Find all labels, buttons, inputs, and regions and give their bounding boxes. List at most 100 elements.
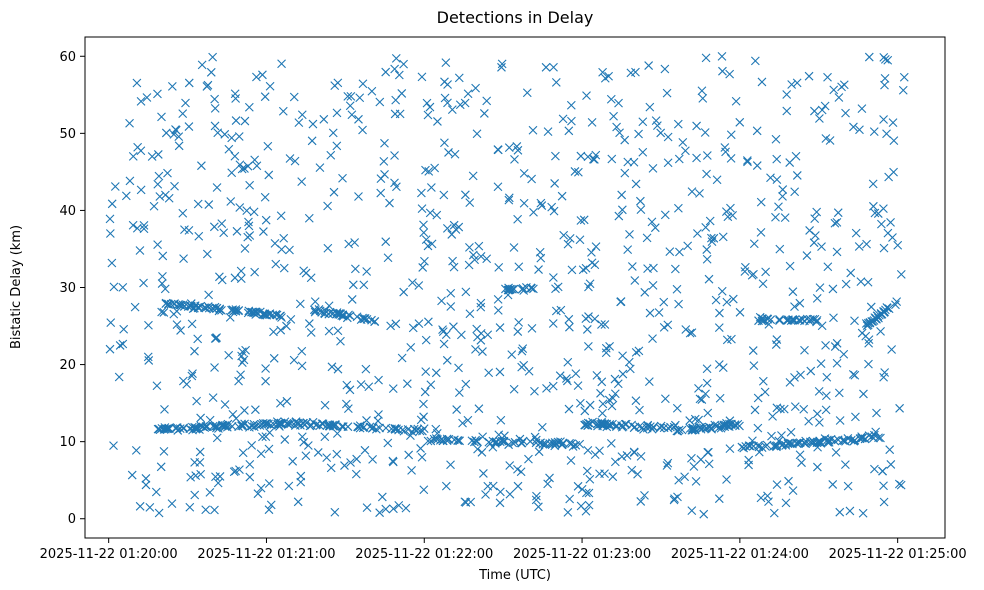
data-point (317, 419, 327, 429)
data-point (813, 442, 822, 452)
data-point (587, 248, 596, 257)
data-point (271, 259, 281, 269)
data-point (538, 439, 548, 449)
data-point (573, 381, 583, 391)
data-point (269, 353, 279, 363)
data-point (835, 416, 845, 425)
data-point (722, 335, 732, 345)
data-point (607, 401, 617, 411)
data-point (185, 502, 195, 512)
data-point (790, 302, 799, 312)
data-point (534, 447, 544, 457)
data-point (226, 197, 236, 206)
data-point (529, 284, 538, 294)
data-point (848, 369, 858, 379)
data-point (204, 290, 214, 300)
data-point (496, 415, 506, 425)
data-point (650, 223, 660, 233)
data-point (610, 374, 620, 384)
data-point (159, 446, 169, 456)
data-point (313, 448, 323, 457)
data-point (170, 181, 179, 191)
data-point (871, 427, 881, 437)
data-point (455, 436, 464, 446)
data-point (514, 318, 524, 327)
data-point (152, 381, 162, 391)
data-point (127, 470, 137, 480)
data-point (508, 438, 518, 448)
data-point (550, 179, 560, 188)
data-point (850, 316, 859, 326)
data-point (193, 334, 203, 344)
data-point (264, 505, 274, 515)
data-point (121, 191, 131, 201)
data-point (238, 448, 248, 458)
data-point (404, 450, 414, 460)
data-point (201, 303, 211, 313)
data-point (786, 427, 796, 437)
data-point (558, 114, 568, 124)
y-tick-label: 60 (59, 50, 76, 65)
data-point (663, 158, 673, 168)
data-point (483, 481, 493, 491)
data-point (527, 324, 537, 333)
data-point (651, 116, 661, 126)
data-point (640, 287, 650, 297)
data-point (849, 122, 858, 132)
data-point (896, 270, 906, 279)
data-point (337, 422, 347, 432)
data-point (307, 136, 317, 146)
data-point (749, 269, 758, 279)
data-point (750, 405, 760, 415)
data-point (297, 432, 307, 442)
data-point (294, 118, 304, 127)
data-point (373, 416, 383, 426)
data-point (245, 180, 255, 190)
data-point (482, 254, 492, 264)
data-point (443, 98, 452, 108)
data-point (194, 231, 204, 241)
data-point (869, 127, 879, 137)
data-point (817, 105, 827, 115)
data-point (504, 193, 514, 203)
data-point (743, 157, 752, 167)
data-point (419, 412, 428, 422)
data-point (714, 323, 724, 332)
data-point (832, 358, 842, 368)
data-point (817, 321, 827, 331)
data-point (355, 423, 365, 433)
data-point (583, 152, 593, 162)
data-point (264, 444, 274, 454)
y-tick-label: 40 (59, 204, 76, 219)
data-point (894, 479, 904, 489)
data-point (820, 101, 830, 111)
data-point (362, 416, 371, 425)
data-point (277, 419, 287, 428)
data-point (829, 313, 838, 323)
data-point (517, 438, 527, 448)
data-point (744, 441, 754, 451)
data-point (187, 371, 197, 381)
data-point (703, 408, 713, 418)
data-point (330, 507, 340, 517)
data-point (505, 489, 515, 499)
data-point (600, 320, 610, 329)
data-point (821, 134, 831, 143)
data-point (367, 423, 377, 433)
data-point (256, 483, 266, 493)
data-point (838, 435, 848, 445)
data-point (249, 422, 259, 432)
data-point (441, 58, 451, 68)
data-point (706, 233, 716, 243)
data-point (551, 284, 560, 294)
data-point (702, 169, 711, 179)
data-point (856, 277, 866, 286)
data-point (414, 281, 424, 290)
data-point (673, 492, 682, 502)
data-point (210, 121, 220, 131)
x-tick-label: 2025-11-22 01:25:00 (829, 547, 967, 562)
data-point (623, 245, 633, 255)
data-point (548, 273, 558, 282)
data-point (537, 422, 547, 432)
data-point (728, 210, 738, 220)
